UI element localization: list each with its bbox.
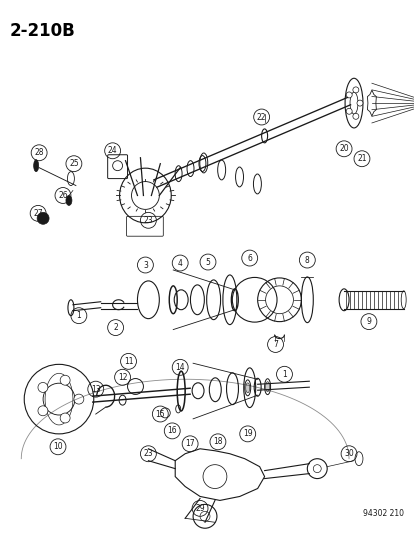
Text: 6: 6 (247, 254, 252, 263)
Circle shape (74, 394, 84, 404)
Circle shape (346, 108, 352, 114)
Ellipse shape (246, 383, 250, 393)
Circle shape (37, 212, 49, 224)
Text: 13: 13 (91, 385, 100, 394)
Ellipse shape (266, 382, 270, 392)
Text: 8: 8 (305, 255, 310, 264)
Text: 2-210B: 2-210B (9, 22, 75, 39)
Circle shape (353, 87, 359, 93)
Text: 10: 10 (53, 442, 63, 451)
Text: 14: 14 (176, 363, 185, 372)
Text: 16: 16 (167, 426, 177, 435)
Text: 30: 30 (344, 449, 354, 458)
Text: 18: 18 (213, 437, 223, 446)
Text: 23: 23 (144, 216, 153, 225)
Ellipse shape (66, 196, 72, 205)
Text: 17: 17 (186, 439, 195, 448)
Circle shape (357, 100, 363, 106)
Text: 15: 15 (156, 409, 165, 418)
Circle shape (60, 413, 70, 423)
Circle shape (38, 383, 48, 392)
Text: 21: 21 (357, 154, 367, 163)
Text: 29: 29 (195, 504, 205, 513)
Circle shape (353, 114, 359, 119)
Ellipse shape (34, 160, 39, 172)
Text: 27: 27 (33, 209, 43, 218)
Text: 28: 28 (34, 148, 44, 157)
Circle shape (60, 375, 70, 385)
Text: 9: 9 (366, 317, 371, 326)
Text: 11: 11 (124, 357, 133, 366)
Text: 19: 19 (243, 430, 253, 438)
Text: 3: 3 (143, 261, 148, 270)
Text: 23: 23 (144, 449, 153, 458)
Text: 26: 26 (58, 191, 68, 200)
Text: 12: 12 (118, 373, 127, 382)
Text: 2: 2 (113, 323, 118, 332)
Text: 94302 210: 94302 210 (363, 510, 404, 518)
Circle shape (38, 406, 48, 416)
Text: 5: 5 (205, 257, 210, 266)
Text: 20: 20 (339, 144, 349, 154)
Text: 1: 1 (282, 370, 287, 379)
Text: 25: 25 (69, 159, 79, 168)
Text: 7: 7 (273, 340, 278, 349)
Text: 22: 22 (257, 112, 266, 122)
Text: 24: 24 (108, 146, 117, 155)
Circle shape (346, 92, 352, 98)
Text: 4: 4 (178, 259, 183, 268)
Text: 1: 1 (76, 311, 81, 320)
